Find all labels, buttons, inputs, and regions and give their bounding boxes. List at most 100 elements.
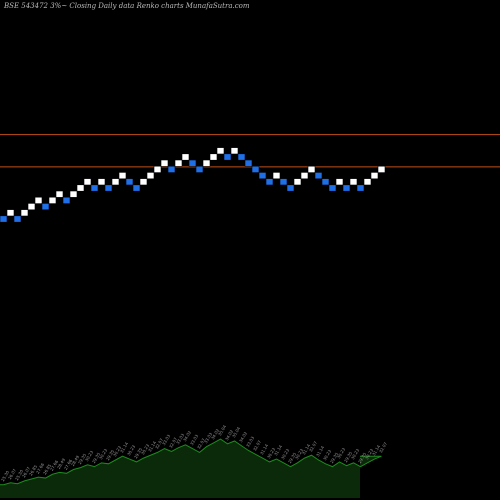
up-brick (48, 196, 57, 204)
volume-label: 30.23 (140, 443, 150, 456)
down-brick (314, 172, 323, 180)
volume-label: 30.23 (98, 448, 108, 461)
volume-label: 30.23 (280, 448, 290, 461)
volume-label: 28.49 (56, 457, 66, 470)
down-brick (328, 184, 337, 192)
up-brick (27, 203, 36, 211)
volume-label: 34.02 (210, 428, 220, 441)
up-brick (20, 209, 29, 217)
volume-label: 33.03 (203, 431, 213, 444)
up-brick (307, 165, 316, 173)
volume-label: 29.35 (329, 451, 339, 464)
volume-label: 34.02 (182, 429, 192, 442)
volume-label: 31.14 (301, 443, 311, 456)
volume-label: 31.14 (371, 444, 381, 457)
volume-label: 29.35 (343, 450, 353, 463)
volume-label: 29.35 (105, 448, 115, 461)
volume-label: 35.04 (217, 424, 227, 437)
volume-label: 32.07 (378, 441, 388, 454)
volume-label: 32.07 (154, 437, 164, 450)
volume-label: 30.23 (266, 447, 276, 460)
down-brick (251, 165, 260, 173)
down-brick (13, 215, 22, 223)
volume-label: 31.14 (147, 440, 157, 453)
up-brick (69, 190, 78, 198)
down-brick (195, 165, 204, 173)
volume-label: 29.35 (77, 452, 87, 465)
up-brick (97, 178, 106, 186)
volume-label: 30.23 (84, 449, 94, 462)
volume-labels: 25.3026.0725.3026.0726.8527.6626.8527.66… (0, 424, 388, 482)
up-brick (181, 153, 190, 161)
up-brick (146, 172, 155, 180)
volume-line (0, 438, 382, 486)
volume-label: 30.23 (126, 444, 136, 457)
volume-label: 33.03 (245, 435, 255, 448)
volume-label: 25.30 (0, 469, 10, 482)
up-brick (349, 178, 358, 186)
chart-title: BSE 543472 3%~ Closing Daily data Renko … (4, 2, 250, 10)
down-brick (0, 215, 8, 223)
down-brick (90, 184, 99, 192)
up-brick (377, 165, 386, 173)
volume-label: 33.03 (189, 433, 199, 446)
volume-label: 27.66 (49, 459, 59, 472)
up-brick (139, 178, 148, 186)
up-brick (111, 178, 120, 186)
up-brick (209, 153, 218, 161)
up-brick (370, 172, 379, 180)
volume-label: 30.23 (112, 445, 122, 458)
volume-label: 29.35 (357, 451, 367, 464)
volume-fill (0, 439, 382, 498)
volume-label: 27.66 (35, 462, 45, 475)
renko-bricks (0, 147, 386, 223)
down-brick (125, 178, 134, 186)
volume-label: 30.23 (350, 448, 360, 461)
down-brick (279, 178, 288, 186)
down-brick (62, 196, 71, 204)
volume-label: 34.02 (224, 429, 234, 442)
up-brick (153, 165, 162, 173)
up-brick (202, 159, 211, 167)
volume-label: 32.07 (168, 436, 178, 449)
volume-label: 26.85 (28, 464, 38, 477)
volume-label: 29.35 (133, 447, 143, 460)
volume-label: 32.07 (252, 439, 262, 452)
volume-label: 30.23 (322, 448, 332, 461)
volume-label: 31.14 (259, 443, 269, 456)
volume-area (0, 438, 382, 498)
up-brick (118, 172, 127, 180)
down-brick (237, 153, 246, 161)
volume-label: 33.03 (175, 432, 185, 445)
volume-label: 29.35 (91, 451, 101, 464)
volume-label: 25.30 (14, 468, 24, 481)
down-brick (223, 153, 232, 161)
up-brick (174, 159, 183, 167)
up-brick (216, 147, 225, 155)
up-brick (160, 159, 169, 167)
down-brick (258, 172, 267, 180)
volume-label: 30.23 (294, 448, 304, 461)
volume-label: 26.07 (21, 466, 31, 479)
up-brick (293, 178, 302, 186)
down-brick (188, 159, 197, 167)
up-brick (335, 178, 344, 186)
volume-label: 35.04 (231, 426, 241, 439)
up-brick (272, 172, 281, 180)
down-brick (41, 203, 50, 211)
volume-label: 31.14 (315, 445, 325, 458)
volume-label: 32.07 (196, 437, 206, 450)
up-brick (230, 147, 239, 155)
down-brick (286, 184, 295, 192)
down-brick (104, 184, 113, 192)
up-brick (55, 190, 64, 198)
volume-label: 32.07 (308, 440, 318, 453)
down-brick (265, 178, 274, 186)
volume-label: 29.35 (287, 451, 297, 464)
up-brick (83, 178, 92, 186)
volume-label: 34.02 (238, 430, 248, 443)
down-brick (167, 165, 176, 173)
up-brick (6, 209, 15, 217)
down-brick (244, 159, 253, 167)
